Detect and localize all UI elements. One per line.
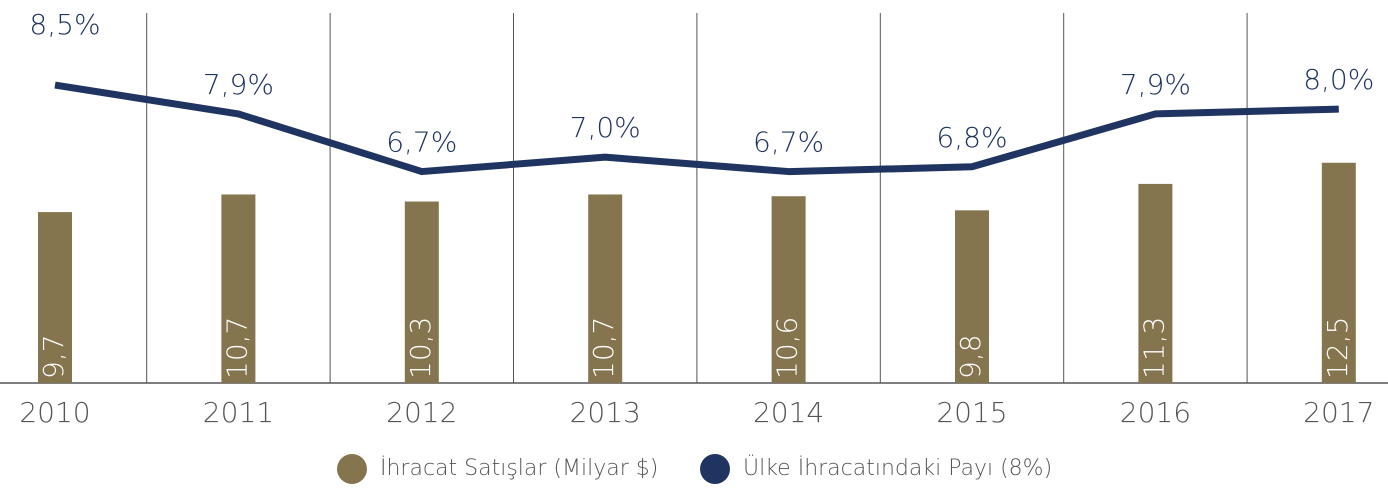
line-value-label: 6,8% <box>936 121 1007 154</box>
line-value-label: 8,5% <box>29 8 100 41</box>
bar <box>404 201 439 383</box>
line-value-label: 6,7% <box>753 126 824 159</box>
line-value-label: 6,7% <box>386 126 457 159</box>
x-tick-label: 2011 <box>203 396 274 429</box>
bar-value-label: 9,7 <box>37 334 70 379</box>
bar-value-label: 10,3 <box>404 317 437 379</box>
bar-value-label: 10,7 <box>587 317 620 379</box>
bar-value-label: 11,3 <box>1137 317 1170 379</box>
legend-marker <box>700 454 730 484</box>
line-value-label: 7,9% <box>203 68 274 101</box>
bar-value-label: 12,5 <box>1321 317 1354 379</box>
bar-value-label: 9,8 <box>954 334 987 379</box>
x-tick-label: 2017 <box>1303 396 1374 429</box>
legend-marker <box>337 454 367 484</box>
bar <box>38 212 72 383</box>
x-tick-label: 2016 <box>1120 396 1191 429</box>
bar <box>1138 183 1173 383</box>
bar <box>221 194 256 383</box>
x-tick-label: 2010 <box>19 396 90 429</box>
bar <box>955 210 989 383</box>
x-tick-label: 2014 <box>753 396 824 429</box>
x-tick-label: 2015 <box>936 396 1007 429</box>
line-value-label: 7,0% <box>570 111 641 144</box>
bar <box>771 196 806 383</box>
x-tick-label: 2013 <box>570 396 641 429</box>
bar-value-label: 10,6 <box>771 317 804 379</box>
legend-label: İhracat Satışlar (Milyar $) <box>380 455 658 481</box>
bar <box>588 194 623 383</box>
line <box>54 81 1339 176</box>
x-tick-label: 2012 <box>386 396 457 429</box>
legend-label: Ülke İhracatındaki Payı (8%) <box>743 454 1052 481</box>
line-value-label: 8,0% <box>1303 63 1374 96</box>
line-value-label: 7,9% <box>1120 68 1191 101</box>
bar-value-label: 10,7 <box>220 317 253 379</box>
bar <box>1321 162 1356 383</box>
